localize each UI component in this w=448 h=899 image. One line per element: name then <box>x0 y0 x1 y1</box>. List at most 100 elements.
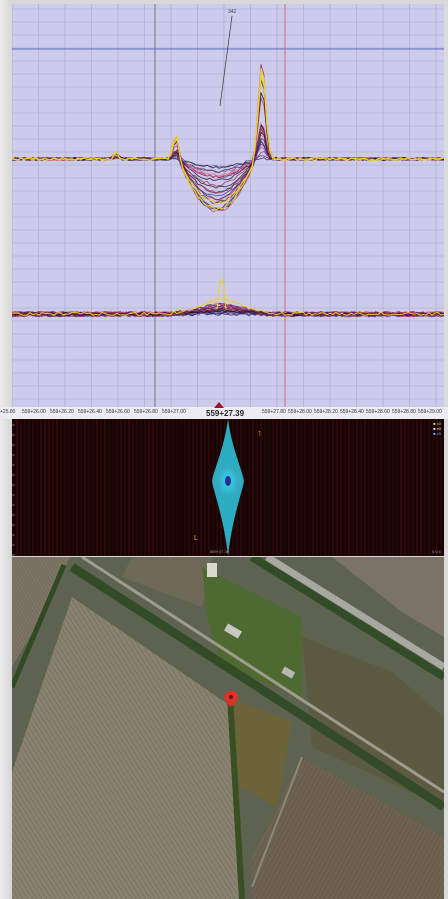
spectro-streak <box>176 419 178 556</box>
axis-tick: 559+28.80 <box>392 409 416 415</box>
spectro-streak <box>172 419 174 556</box>
spectro-streak <box>200 419 202 556</box>
signal-trace <box>12 305 444 318</box>
spectro-streak <box>344 419 346 556</box>
spectro-streak <box>304 419 306 556</box>
legend-entry: ■ x0 <box>433 421 441 426</box>
station-axis: +25.80 559+26.00 559+26.20 559+26.40 559… <box>0 402 448 419</box>
annotation-leader <box>219 15 233 107</box>
hotspot-center <box>225 476 231 486</box>
spectrogram-marker-bottom: L <box>194 535 198 542</box>
signal-trace <box>12 64 444 187</box>
spectro-streak <box>396 419 398 556</box>
spectro-streak <box>400 419 402 556</box>
spectro-streak <box>32 419 34 556</box>
spectro-streak <box>24 419 26 556</box>
spectro-streak <box>28 419 30 556</box>
axis-tick: 559+29.00 <box>418 409 442 415</box>
spectrogram-svg[interactable] <box>12 419 444 556</box>
spectro-streak <box>308 419 310 556</box>
spectro-streak <box>44 419 46 556</box>
signal-trace-panel[interactable]: 342 <box>12 4 444 407</box>
axis-tick: 559+26.60 <box>106 409 130 415</box>
spectro-streak <box>76 419 78 556</box>
spectro-streak <box>432 419 434 556</box>
spectro-streak <box>148 419 150 556</box>
spectrogram-panel[interactable]: ˥ L 559+27.39 ■ x0 ■ x0 ■ x0 0.0 ± <box>12 419 444 556</box>
spectro-streak <box>168 419 170 556</box>
signal-trace <box>12 124 444 169</box>
spectro-streak <box>272 419 274 556</box>
spectro-streak <box>104 419 106 556</box>
signal-trace <box>12 92 444 197</box>
spectro-streak <box>188 419 190 556</box>
spectro-streak <box>252 419 254 556</box>
corner-readout: 0.0 ± <box>432 549 441 554</box>
station-caret-icon[interactable] <box>214 402 224 408</box>
axis-edge-tick: +25.80 <box>0 409 16 415</box>
signal-trace <box>12 139 444 204</box>
trace-grid <box>12 4 444 407</box>
spectro-streak <box>292 419 294 556</box>
spectro-streak <box>388 419 390 556</box>
spectro-streak <box>436 419 438 556</box>
spectro-streak <box>384 419 386 556</box>
legend-entry: ■ x0 <box>433 426 441 431</box>
spectro-streak <box>120 419 122 556</box>
axis-tick: 559+28.60 <box>366 409 390 415</box>
signal-trace <box>12 127 444 179</box>
signal-trace-svg[interactable]: 342 <box>12 4 444 407</box>
signal-trace <box>12 131 444 181</box>
spectro-streak <box>52 419 54 556</box>
spectro-streak <box>80 419 82 556</box>
tree-belt-left <box>12 564 67 688</box>
axis-tick: 559+26.20 <box>50 409 74 415</box>
spectro-streak <box>132 419 134 556</box>
spectro-streak <box>416 419 418 556</box>
spectro-streak <box>208 419 210 556</box>
field-upper-middle <box>122 557 212 607</box>
tree-belt-vertical <box>227 696 245 899</box>
spectro-streak <box>116 419 118 556</box>
axis-tick: 559+26.00 <box>22 409 46 415</box>
building <box>224 623 242 639</box>
spectro-streak <box>316 419 318 556</box>
satellite-map-panel[interactable] <box>12 557 444 899</box>
spectro-streak <box>372 419 374 556</box>
location-pin-icon[interactable] <box>224 691 238 707</box>
satellite-map-svg[interactable] <box>12 557 444 899</box>
spectro-streak <box>404 419 406 556</box>
spectro-streak <box>360 419 362 556</box>
spectro-streak <box>412 419 414 556</box>
field-middle-right <box>302 637 444 807</box>
spectro-streak <box>196 419 198 556</box>
spectro-streak <box>124 419 126 556</box>
highlighted-trace <box>12 76 444 205</box>
spectro-streak <box>88 419 90 556</box>
field-bottom-right <box>252 757 444 899</box>
signal-trace <box>12 97 444 194</box>
spectro-streak <box>376 419 378 556</box>
spectro-streak <box>392 419 394 556</box>
spectro-streak <box>336 419 338 556</box>
spectro-streak <box>268 419 270 556</box>
spectro-streak <box>92 419 94 556</box>
road-main <box>81 557 444 794</box>
spectro-streak <box>164 419 166 556</box>
highlighted-spike <box>216 279 227 310</box>
spectro-streak <box>324 419 326 556</box>
spectrogram-center-caption: 559+27.39 <box>210 549 230 554</box>
spectro-streak <box>248 419 250 556</box>
spectro-streak <box>84 419 86 556</box>
tree-belt-main <box>69 563 444 811</box>
spectro-streak <box>156 419 158 556</box>
spectro-streak <box>68 419 70 556</box>
spectro-streak <box>352 419 354 556</box>
spectro-streak <box>328 419 330 556</box>
signal-trace <box>12 146 444 201</box>
spectro-streak <box>296 419 298 556</box>
spectro-streak <box>204 419 206 556</box>
spectro-streak <box>72 419 74 556</box>
highlighted-trace <box>12 68 444 212</box>
right-margin <box>444 0 448 899</box>
